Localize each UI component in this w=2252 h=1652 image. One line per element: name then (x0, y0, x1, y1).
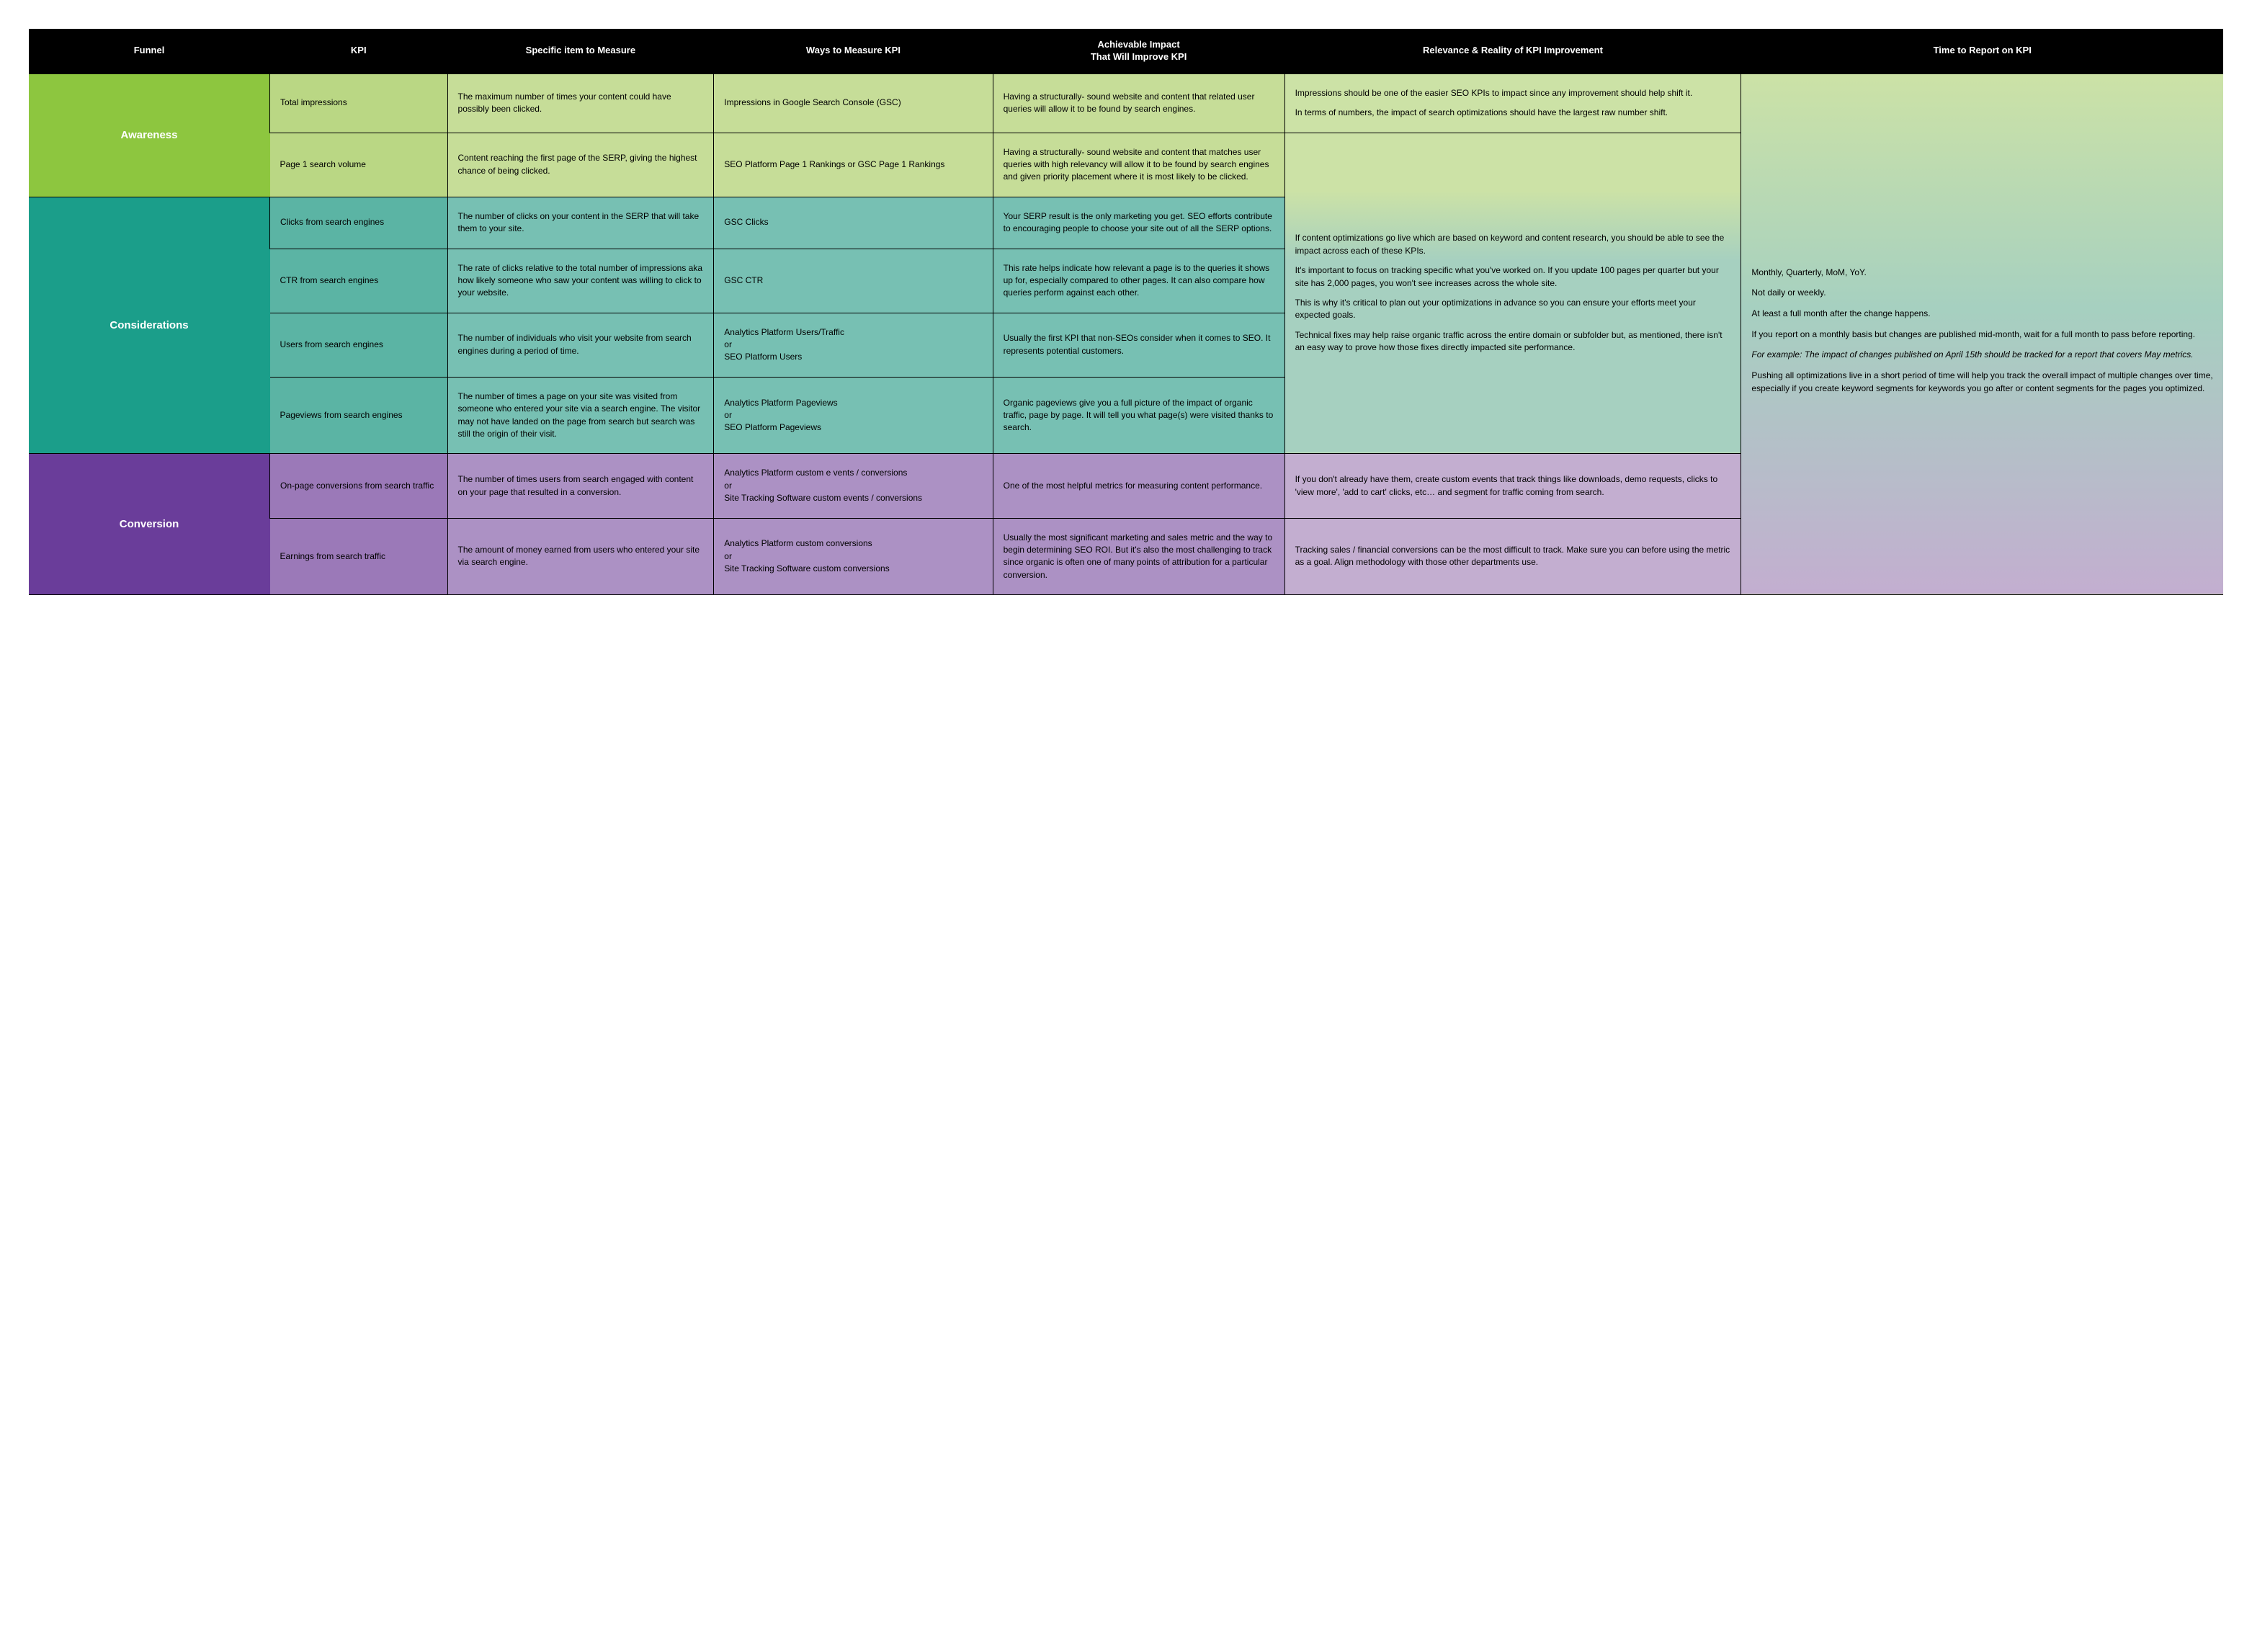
kpi-cell: Users from search engines (270, 313, 448, 377)
relevance-paragraph: Tracking sales / financial conversions c… (1295, 544, 1731, 569)
specific-cell: Content reaching the first page of the S… (447, 133, 714, 197)
relevance-paragraph: Impressions should be one of the easier … (1295, 87, 1731, 99)
table-row: AwarenessTotal impressionsThe maximum nu… (29, 73, 2223, 133)
relevance-cell: Impressions should be one of the easier … (1284, 73, 1741, 133)
specific-cell: The amount of money earned from users wh… (447, 518, 714, 595)
ways-cell: Analytics Platform custom e vents / conv… (714, 454, 993, 518)
impact-cell: Having a structurally- sound website and… (993, 133, 1284, 197)
time-line: Not daily or weekly. (1751, 286, 2213, 300)
impact-cell: This rate helps indicate how relevant a … (993, 249, 1284, 313)
funnel-label: Considerations (29, 197, 270, 454)
impact-cell: Usually the most significant marketing a… (993, 518, 1284, 595)
kpi-cell: Earnings from search traffic (270, 518, 448, 595)
relevance-paragraph: In terms of numbers, the impact of searc… (1295, 107, 1731, 119)
impact-cell: Your SERP result is the only marketing y… (993, 197, 1284, 249)
funnel-label: Conversion (29, 454, 270, 595)
impact-cell: Organic pageviews give you a full pictur… (993, 377, 1284, 454)
time-line: At least a full month after the change h… (1751, 307, 2213, 321)
specific-cell: The number of individuals who visit your… (447, 313, 714, 377)
ways-cell: GSC Clicks (714, 197, 993, 249)
relevance-cell: Tracking sales / financial conversions c… (1284, 518, 1741, 595)
time-to-report-cell: Monthly, Quarterly, MoM, YoY. Not daily o… (1741, 73, 2223, 594)
specific-cell: The rate of clicks relative to the total… (447, 249, 714, 313)
time-example: For example: The impact of changes publi… (1751, 349, 2193, 360)
col-header: Achievable ImpactThat Will Improve KPI (993, 29, 1284, 73)
time-line: If you report on a monthly basis but cha… (1751, 328, 2213, 341)
col-header: Relevance & Reality of KPI Improvement (1284, 29, 1741, 73)
relevance-paragraph: Technical fixes may help raise organic t… (1295, 329, 1731, 354)
ways-cell: Impressions in Google Search Console (GS… (714, 73, 993, 133)
relevance-paragraph: If you don't already have them, create c… (1295, 473, 1731, 499)
kpi-cell: Pageviews from search engines (270, 377, 448, 454)
time-closing: Pushing all optimizations live in a shor… (1751, 369, 2213, 396)
kpi-cell: On-page conversions from search traffic (270, 454, 448, 518)
impact-cell: One of the most helpful metrics for meas… (993, 454, 1284, 518)
relevance-paragraph: If content optimizations go live which a… (1295, 232, 1731, 257)
kpi-table: FunnelKPISpecific item to MeasureWays to… (29, 29, 2223, 595)
funnel-label: Awareness (29, 73, 270, 197)
kpi-cell: Clicks from search engines (270, 197, 448, 249)
specific-cell: The maximum number of times your content… (447, 73, 714, 133)
ways-cell: Analytics Platform PageviewsorSEO Platfo… (714, 377, 993, 454)
col-header: KPI (270, 29, 448, 73)
relevance-paragraph: This is why it's critical to plan out yo… (1295, 297, 1731, 322)
impact-cell: Usually the first KPI that non-SEOs cons… (993, 313, 1284, 377)
ways-cell: Analytics Platform Users/TrafficorSEO Pl… (714, 313, 993, 377)
col-header: Specific item to Measure (447, 29, 714, 73)
specific-cell: The number of clicks on your content in … (447, 197, 714, 249)
col-header: Ways to Measure KPI (714, 29, 993, 73)
specific-cell: The number of times users from search en… (447, 454, 714, 518)
table-body: AwarenessTotal impressionsThe maximum nu… (29, 73, 2223, 594)
ways-cell: SEO Platform Page 1 Rankings or GSC Page… (714, 133, 993, 197)
impact-cell: Having a structurally- sound website and… (993, 73, 1284, 133)
kpi-cell: Page 1 search volume (270, 133, 448, 197)
relevance-paragraph: It's important to focus on tracking spec… (1295, 264, 1731, 290)
ways-cell: Analytics Platform custom conversionsorS… (714, 518, 993, 595)
time-line: Monthly, Quarterly, MoM, YoY. (1751, 266, 2213, 280)
specific-cell: The number of times a page on your site … (447, 377, 714, 454)
kpi-cell: CTR from search engines (270, 249, 448, 313)
relevance-cell-combined: If content optimizations go live which a… (1284, 133, 1741, 454)
col-header: Funnel (29, 29, 270, 73)
table-header: FunnelKPISpecific item to MeasureWays to… (29, 29, 2223, 73)
relevance-cell: If you don't already have them, create c… (1284, 454, 1741, 518)
kpi-cell: Total impressions (270, 73, 448, 133)
ways-cell: GSC CTR (714, 249, 993, 313)
col-header: Time to Report on KPI (1741, 29, 2223, 73)
